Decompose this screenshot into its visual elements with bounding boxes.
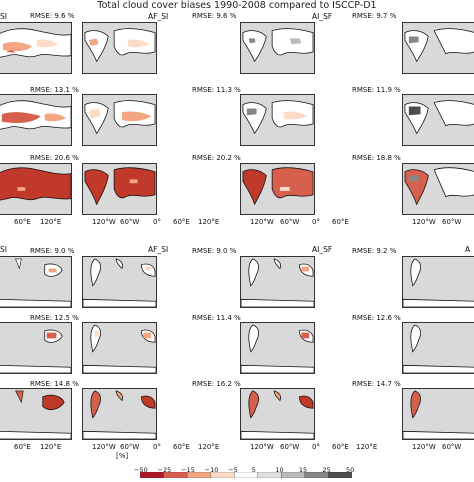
map-panel-bottom-r1c2 (82, 256, 157, 308)
colorbar-tick-label: −25 (157, 466, 172, 474)
colorbar-tick-label: 50 (346, 466, 355, 474)
top-rmse-r2c3: RMSE: 11.9 % (352, 86, 401, 94)
bottom-tick-c3-1: 120°W (250, 443, 274, 451)
top-tick-c1-1: 60°E (14, 218, 31, 226)
top-rmse-r2c2: RMSE: 11.3 % (192, 86, 241, 94)
colorbar-tick-label: 15 (298, 466, 308, 474)
top-tick-c1-2: 120°E (40, 218, 62, 226)
bottom-rmse-r3c3: RMSE: 14.7 % (352, 380, 401, 388)
top-tick-c2-3: 0° (153, 218, 161, 226)
map-panel-bottom-r3c1 (0, 388, 72, 440)
bottom-tick-c2-4: 60°E (173, 443, 190, 451)
bottom-col-title-2: AF_SI (148, 245, 169, 254)
map-panel-top-r1c1 (0, 22, 72, 74)
bottom-rmse-r2c1: RMSE: 12.5 % (30, 314, 79, 322)
bottom-tick-c1-1: 60°E (14, 443, 31, 451)
bottom-rmse-r1c3: RMSE: 9.2 % (352, 247, 397, 255)
bottom-rmse-r2c3: RMSE: 12.6 % (352, 314, 401, 322)
top-tick-c3-3: 0° (312, 218, 320, 226)
top-rmse-r1c3: RMSE: 9.7 % (352, 12, 397, 20)
bottom-tick-c3-3: 0° (312, 443, 320, 451)
top-tick-c2-2: 60°W (120, 218, 140, 226)
figure-title: Total cloud cover biases 1990-2008 compa… (97, 0, 377, 11)
top-rmse-r2c1: RMSE: 13.1 % (30, 86, 79, 94)
top-rmse-r3c2: RMSE: 20.2 % (192, 154, 241, 162)
colorbar-tick-label: 5 (251, 466, 256, 474)
bottom-col-title-3: AI_SF (312, 245, 333, 254)
colorbar-tick-label: 10 (275, 466, 284, 474)
bottom-rmse-r2c2: RMSE: 11.4 % (192, 314, 241, 322)
bottom-tick-c2-1: 120°W (92, 443, 116, 451)
map-panel-top-r3c2 (82, 163, 157, 215)
top-tick-c3-2: 60°W (280, 218, 300, 226)
map-panel-top-r3c1 (0, 163, 72, 215)
colorbar-unit-label: [%] (116, 452, 129, 460)
bottom-rmse-r1c2: RMSE: 9.0 % (192, 247, 237, 255)
top-tick-c2-1: 120°W (92, 218, 116, 226)
colorbar-tick-label: −5 (228, 466, 238, 474)
map-panel-top-r1c3 (240, 22, 315, 74)
top-rmse-r1c2: RMSE: 9.6 % (192, 12, 237, 20)
bottom-tick-c3-4: 60°E (332, 443, 349, 451)
top-col-title-2: AF_SI (148, 12, 169, 21)
map-panel-top-r1c4 (402, 22, 474, 74)
bottom-tick-c4-2: 60°W (442, 443, 462, 451)
bottom-rmse-r1c1: RMSE: 9.0 % (30, 247, 75, 255)
map-panel-bottom-r2c1 (0, 322, 72, 374)
map-panel-bottom-r3c3 (240, 388, 315, 440)
colorbar-tick-label: 25 (322, 466, 331, 474)
colorbar-tick-label: −50 (134, 466, 148, 474)
bottom-rmse-r3c2: RMSE: 16.2 % (192, 380, 241, 388)
bottom-col-title-4: A (465, 245, 471, 254)
map-panel-top-r2c4 (402, 94, 474, 146)
colorbar-tick-label: −15 (181, 466, 195, 474)
bottom-tick-c2-3: 0° (153, 443, 161, 451)
map-panel-top-r2c1 (0, 94, 72, 146)
top-col-title-3: AI_SF (312, 12, 333, 21)
map-panel-bottom-r1c1 (0, 256, 72, 308)
top-tick-c2-5: 120°E (198, 218, 220, 226)
map-panel-top-r2c3 (240, 94, 315, 146)
top-rmse-r1c1: RMSE: 9.6 % (30, 12, 75, 20)
bottom-tick-c2-5: 120°E (198, 443, 220, 451)
bottom-tick-c2-2: 60°W (120, 443, 140, 451)
map-panel-bottom-r2c4 (402, 322, 474, 374)
map-panel-bottom-r2c3 (240, 322, 315, 374)
top-tick-c4-1: 120°W (412, 218, 436, 226)
top-rmse-r3c3: RMSE: 18.8 % (352, 154, 401, 162)
bottom-tick-c1-2: 120°E (40, 443, 62, 451)
bottom-rmse-r3c1: RMSE: 14.8 % (30, 380, 79, 388)
top-tick-c2-4: 60°E (173, 218, 190, 226)
bottom-tick-c3-2: 60°W (280, 443, 300, 451)
map-panel-bottom-r1c4 (402, 256, 474, 308)
top-rmse-r3c1: RMSE: 20.6 % (30, 154, 79, 162)
map-panel-bottom-r2c2 (82, 322, 157, 374)
colorbar (139, 463, 353, 479)
bottom-tick-c4-1: 120°W (412, 443, 436, 451)
top-tick-c3-4: 60°E (332, 218, 349, 226)
map-panel-bottom-r3c4 (402, 388, 474, 440)
map-panel-bottom-r3c2 (82, 388, 157, 440)
map-panel-top-r2c2 (82, 94, 157, 146)
map-panel-top-r1c2 (82, 22, 157, 74)
top-col-title-1: SI (0, 12, 7, 21)
top-tick-c4-2: 60°W (442, 218, 462, 226)
bottom-tick-c3-5: 120°E (356, 443, 378, 451)
map-panel-bottom-r1c3 (240, 256, 315, 308)
colorbar-tick-label: −10 (204, 466, 219, 474)
bottom-col-title-1: SI (0, 245, 7, 254)
map-panel-top-r3c3 (240, 163, 315, 215)
top-tick-c3-1: 120°W (250, 218, 274, 226)
map-panel-top-r3c4 (402, 163, 474, 215)
